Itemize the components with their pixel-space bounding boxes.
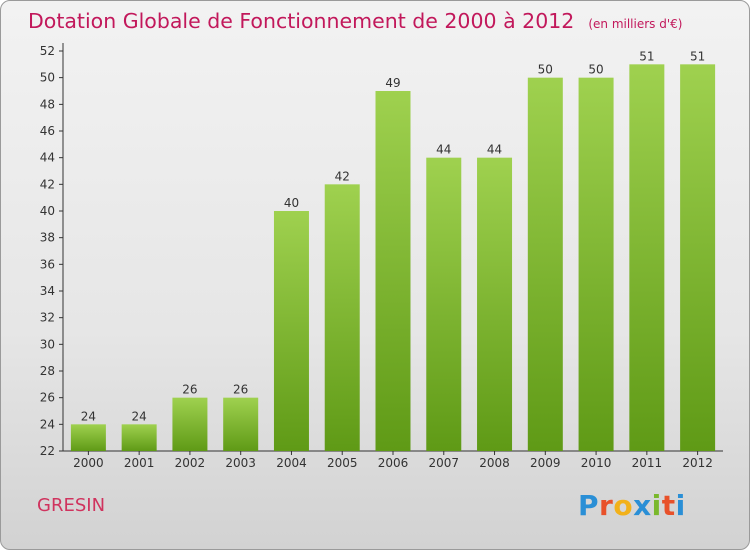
logo-letter: r [599, 489, 614, 522]
x-tick-label: 2009 [530, 456, 561, 470]
x-tick-label: 2005 [327, 456, 358, 470]
x-tick-label: 2001 [124, 456, 155, 470]
y-tick-label: 40 [40, 204, 55, 218]
proxiti-logo[interactable]: Proxiti [578, 489, 686, 522]
y-tick-label: 44 [40, 151, 55, 165]
x-tick-label: 2004 [276, 456, 307, 470]
y-tick-label: 36 [40, 257, 55, 271]
logo-letter: x [633, 489, 652, 522]
logo-letter: i [675, 489, 686, 522]
logo-letter: P [578, 489, 600, 522]
data-label: 24 [81, 409, 96, 423]
x-tick-label: 2008 [479, 456, 510, 470]
y-tick-label: 52 [40, 44, 55, 58]
data-label: 50 [588, 63, 603, 77]
x-tick-label: 2012 [682, 456, 713, 470]
data-label: 50 [538, 63, 553, 77]
data-label: 24 [132, 409, 147, 423]
bar-2000 [70, 424, 106, 451]
data-label: 44 [487, 143, 502, 157]
y-tick-label: 26 [40, 391, 55, 405]
data-label: 49 [385, 76, 400, 90]
bars-group [70, 64, 716, 452]
x-tick-label: 2010 [581, 456, 612, 470]
data-label: 26 [182, 383, 197, 397]
y-tick-label: 50 [40, 71, 55, 85]
bar-2008 [477, 157, 513, 451]
unit-text: (en milliers d'€) [588, 17, 683, 31]
chart-title: Dotation Globale de Fonctionnement de 20… [28, 9, 682, 33]
y-tick-label: 24 [40, 417, 55, 431]
bar-2005 [324, 184, 360, 452]
y-tick-label: 22 [40, 444, 55, 458]
x-tick-label: 2002 [175, 456, 206, 470]
bar-2003 [223, 397, 259, 451]
bar-2004 [273, 211, 309, 451]
x-tick-label: 2003 [225, 456, 256, 470]
data-label: 51 [639, 49, 654, 63]
y-tick-label: 28 [40, 364, 55, 378]
y-tick-label: 48 [40, 97, 55, 111]
y-tick-label: 42 [40, 177, 55, 191]
data-label: 26 [233, 383, 248, 397]
data-label: 42 [335, 169, 350, 183]
logo-letter: i [651, 489, 662, 522]
logo-letter: o [613, 489, 634, 522]
x-tick-label: 2011 [632, 456, 663, 470]
bar-2010 [578, 77, 614, 452]
data-label: 40 [284, 196, 299, 210]
y-tick-label: 32 [40, 311, 55, 325]
x-tick-label: 2000 [73, 456, 104, 470]
x-tick-label: 2007 [428, 456, 459, 470]
y-tick-label: 30 [40, 337, 55, 351]
y-tick-label: 38 [40, 231, 55, 245]
bar-2009 [527, 77, 563, 452]
title-text: Dotation Globale de Fonctionnement de 20… [28, 9, 575, 33]
commune-name: GRESIN [37, 495, 106, 516]
x-tick-label: 2006 [378, 456, 409, 470]
bar-2006 [375, 91, 411, 451]
bar-2012 [680, 64, 716, 452]
bar-2007 [426, 157, 462, 451]
bar-2002 [172, 397, 208, 451]
bar-2011 [629, 64, 665, 452]
y-tick-label: 34 [40, 284, 55, 298]
bar-2001 [121, 424, 157, 451]
data-label: 51 [690, 49, 705, 63]
y-tick-label: 46 [40, 124, 55, 138]
data-label: 44 [436, 143, 451, 157]
axes: 22 24 26 28 30 32 34 36 38 40 42 44 46 48 50 52 2000 2001… [40, 43, 723, 470]
logo-letter: t [661, 489, 676, 522]
data-labels-group: 24 24 26 26 40 42 49 44 44 50 50 51 51 [81, 49, 706, 423]
